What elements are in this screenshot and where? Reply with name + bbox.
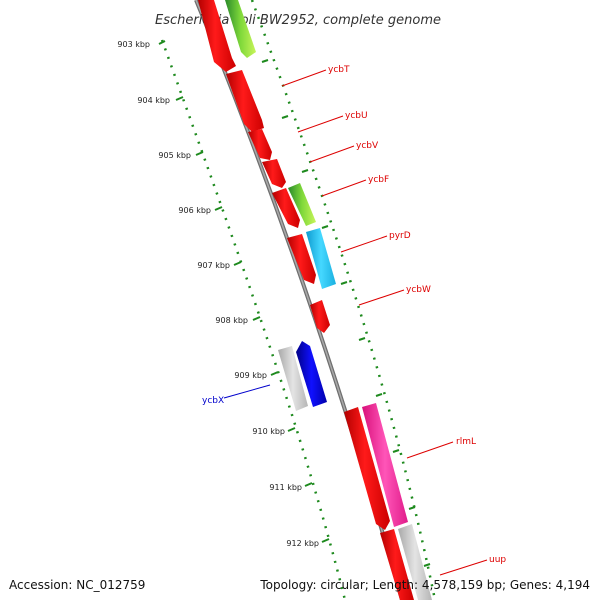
gene-feature[interactable] — [248, 129, 272, 160]
gene-leaders — [223, 69, 488, 576]
tick-label: 905 kbp — [158, 151, 191, 160]
feature-track — [198, 0, 432, 600]
gene-label-ycbF[interactable]: ycbF — [368, 175, 389, 185]
gene-feature[interactable] — [310, 300, 330, 333]
gene-feature[interactable] — [380, 529, 414, 600]
gene-feature[interactable] — [198, 0, 236, 72]
gene-feature[interactable] — [287, 234, 316, 284]
tick-label: 909 kbp — [234, 371, 267, 380]
tick-label: 906 kbp — [178, 206, 211, 215]
genome-backbone — [194, 0, 404, 600]
gene-label-ycbU[interactable]: ycbU — [345, 111, 368, 121]
accession-text: Accession: NC_012759 — [9, 578, 146, 592]
gene-feature[interactable] — [288, 183, 316, 226]
gene-label-uup[interactable]: uup — [489, 555, 506, 565]
gene-feature[interactable] — [272, 188, 300, 228]
tick-label: 908 kbp — [215, 316, 248, 325]
tick-mark — [287, 427, 296, 432]
genome-backbone-highlight — [195, 0, 403, 600]
gene-feature[interactable] — [306, 228, 336, 289]
tick-mark — [195, 151, 204, 156]
gene-feature[interactable] — [296, 341, 327, 407]
tick-label: 903 kbp — [117, 40, 150, 49]
tick-mark — [321, 538, 330, 543]
tick-mark — [214, 206, 223, 211]
gene-feature[interactable] — [344, 407, 390, 530]
gene-feature[interactable] — [362, 403, 408, 527]
right-scale-ticks — [261, 59, 431, 567]
tick-label: 912 kbp — [286, 539, 319, 548]
tick-mark — [175, 96, 184, 101]
tick-mark — [252, 316, 261, 321]
gene-feature[interactable] — [225, 0, 256, 58]
gene-feature[interactable] — [278, 346, 308, 411]
tick-label: 904 kbp — [137, 96, 170, 105]
tick-label: 910 kbp — [252, 427, 285, 436]
scale-line-right — [250, 0, 437, 600]
gene-label-ycbV[interactable]: ycbV — [356, 141, 379, 151]
tick-mark — [233, 261, 242, 266]
tick-mark — [304, 482, 313, 487]
gene-feature[interactable] — [398, 524, 432, 600]
gene-label-ycbT[interactable]: ycbT — [328, 65, 350, 75]
gene-label-rlmL[interactable]: rlmL — [456, 437, 476, 447]
kbp-ticks: 903 kbp 904 kbp 905 kbp 906 kbp 907 kbp … — [117, 40, 330, 548]
gene-feature[interactable] — [226, 70, 264, 132]
gene-label-ycbW[interactable]: ycbW — [406, 285, 431, 295]
genome-stats-text: Topology: circular; Length: 4,578,159 bp… — [260, 578, 590, 592]
tick-mark — [270, 371, 279, 376]
gene-label-ycbX[interactable]: ycbX — [202, 396, 224, 406]
tick-label: 911 kbp — [269, 483, 302, 492]
tick-label: 907 kbp — [197, 261, 230, 270]
gene-label-pyrD[interactable]: pyrD — [389, 231, 411, 241]
genome-title: Escherichia coli BW2952, complete genome — [155, 13, 441, 28]
gene-feature[interactable] — [262, 159, 286, 188]
tick-mark — [158, 40, 166, 45]
gene-labels: ycbT ycbU ycbV ycbF pyrD ycbW ycbX rlmL … — [202, 65, 506, 565]
